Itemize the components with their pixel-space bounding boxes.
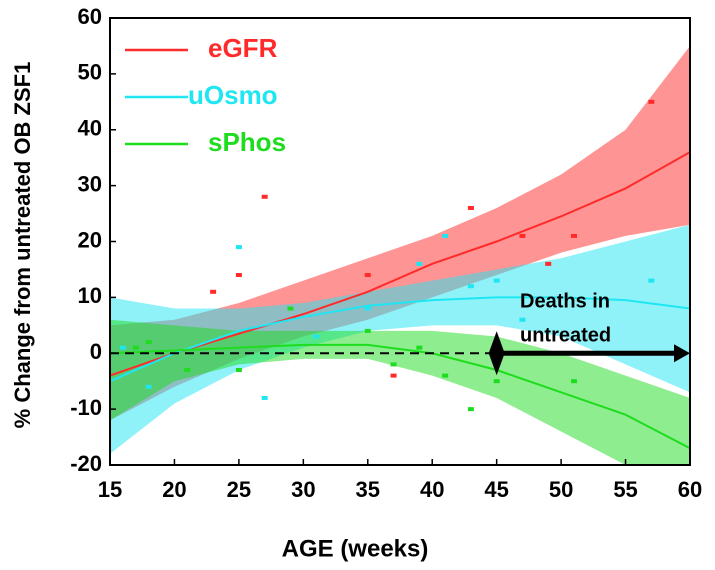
confidence-band (110, 319, 690, 465)
y-tick-label: 20 (78, 227, 102, 252)
trend-line (110, 151, 690, 377)
y-tick-label: -10 (70, 395, 102, 420)
data-point (390, 373, 397, 378)
x-tick-label: 55 (613, 477, 637, 502)
y-axis-label: % Change from untreated OB ZSF1 (10, 62, 35, 429)
data-point (132, 345, 139, 350)
data-point (184, 368, 191, 373)
legend-label: uOsmo (188, 80, 278, 110)
data-point (442, 233, 449, 238)
x-tick-label: 40 (420, 477, 444, 502)
trend-line (110, 296, 690, 383)
data-point (442, 373, 449, 378)
x-tick-label: 30 (291, 477, 315, 502)
data-point (467, 205, 474, 210)
data-point (571, 379, 577, 384)
annotation-text: untreated (520, 324, 611, 346)
x-tick-label: 25 (227, 477, 251, 502)
data-point (648, 278, 655, 283)
data-point (235, 273, 242, 278)
y-tick-label: 30 (78, 171, 102, 196)
data-point (416, 345, 423, 350)
data-point (313, 334, 320, 339)
data-point (493, 379, 500, 384)
y-tick-label: -20 (70, 451, 102, 476)
data-point (467, 407, 474, 412)
y-tick-label: 50 (78, 60, 102, 85)
y-tick-label: 0 (90, 339, 102, 364)
plot-area (110, 45, 690, 465)
x-tick-label: 60 (678, 477, 702, 502)
data-point (416, 261, 423, 266)
x-axis-label: AGE (weeks) (282, 535, 429, 562)
legend-label: eGFR (208, 33, 278, 63)
data-point (545, 261, 552, 266)
data-point (261, 194, 268, 199)
x-tick-label: 15 (98, 477, 122, 502)
data-point (210, 289, 217, 294)
x-tick-label: 45 (484, 477, 508, 502)
y-tick-label: 40 (78, 116, 102, 141)
y-tick-label: 60 (78, 4, 102, 29)
data-point (390, 362, 397, 367)
data-point (287, 306, 294, 311)
trend-line (110, 343, 690, 450)
data-point (519, 317, 526, 322)
x-tick-label: 50 (549, 477, 573, 502)
y-tick-label: 10 (78, 283, 102, 308)
data-point (519, 233, 526, 238)
data-point (119, 345, 126, 350)
data-point (261, 395, 268, 400)
data-point (571, 233, 577, 238)
arrow-diamond (488, 331, 505, 376)
data-point (145, 384, 152, 389)
data-point (467, 284, 474, 289)
data-point (145, 340, 152, 345)
x-tick-label: 35 (356, 477, 380, 502)
annotation-text: Deaths in (520, 290, 610, 312)
x-tick-label: 20 (162, 477, 186, 502)
data-point (364, 328, 371, 333)
confidence-band (110, 224, 690, 454)
data-point (648, 99, 655, 104)
data-point (364, 306, 371, 311)
data-point (493, 278, 500, 283)
data-point (235, 368, 242, 373)
legend-label: sPhos (208, 127, 286, 157)
arrow-head (674, 344, 690, 363)
data-point (235, 245, 242, 250)
data-point (364, 273, 371, 278)
